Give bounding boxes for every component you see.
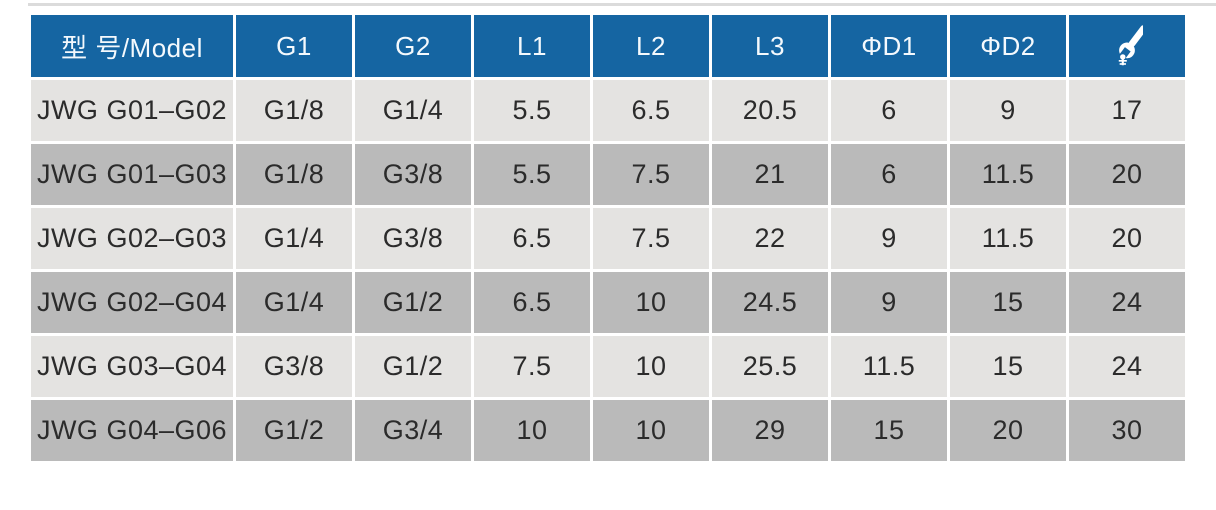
column-header-l3: L3: [712, 15, 828, 77]
cell-l2: 10: [593, 336, 709, 397]
cell-wrench-size: 17: [1069, 80, 1185, 141]
column-header-l1: L1: [474, 15, 590, 77]
cell-g2: G3/8: [355, 208, 471, 269]
cell-model: JWG G04–G06: [31, 400, 233, 461]
cell-l2: 10: [593, 400, 709, 461]
cell-l1: 5.5: [474, 80, 590, 141]
spec-table: 型 号/Model G1 G2 L1 L2 L3 ΦD1 ΦD2: [28, 12, 1188, 464]
cell-l3: 21: [712, 144, 828, 205]
header-row: 型 号/Model G1 G2 L1 L2 L3 ΦD1 ΦD2: [31, 15, 1185, 77]
cell-l2: 10: [593, 272, 709, 333]
cell-wrench-size: 20: [1069, 208, 1185, 269]
cell-l1: 6.5: [474, 272, 590, 333]
cell-d2: 9: [950, 80, 1066, 141]
column-header-d1: ΦD1: [831, 15, 947, 77]
cell-d2: 15: [950, 336, 1066, 397]
cell-wrench-size: 30: [1069, 400, 1185, 461]
cell-g2: G1/2: [355, 272, 471, 333]
cell-l3: 25.5: [712, 336, 828, 397]
column-header-model: 型 号/Model: [31, 15, 233, 77]
cell-g2: G1/2: [355, 336, 471, 397]
table-row: JWG G03–G04 G3/8 G1/2 7.5 10 25.5 11.5 1…: [31, 336, 1185, 397]
cell-l1: 6.5: [474, 208, 590, 269]
column-header-l2: L2: [593, 15, 709, 77]
table-row: JWG G02–G04 G1/4 G1/2 6.5 10 24.5 9 15 2…: [31, 272, 1185, 333]
cell-model: JWG G03–G04: [31, 336, 233, 397]
cell-g1: G1/4: [236, 208, 352, 269]
cell-d2: 11.5: [950, 144, 1066, 205]
cell-l2: 7.5: [593, 208, 709, 269]
cell-wrench-size: 24: [1069, 272, 1185, 333]
column-header-g1: G1: [236, 15, 352, 77]
cell-wrench-size: 24: [1069, 336, 1185, 397]
cell-l1: 5.5: [474, 144, 590, 205]
cell-g2: G3/8: [355, 144, 471, 205]
cell-d2: 15: [950, 272, 1066, 333]
cell-g1: G1/2: [236, 400, 352, 461]
cell-l2: 7.5: [593, 144, 709, 205]
cell-model: JWG G02–G03: [31, 208, 233, 269]
cell-g1: G1/4: [236, 272, 352, 333]
wrench-icon: [1069, 25, 1185, 67]
cell-g1: G1/8: [236, 144, 352, 205]
cell-g2: G1/4: [355, 80, 471, 141]
table-row: JWG G01–G02 G1/8 G1/4 5.5 6.5 20.5 6 9 1…: [31, 80, 1185, 141]
cell-g1: G3/8: [236, 336, 352, 397]
cell-d2: 11.5: [950, 208, 1066, 269]
cell-model: JWG G01–G03: [31, 144, 233, 205]
top-divider: [28, 3, 1216, 6]
column-header-g2: G2: [355, 15, 471, 77]
cell-l3: 20.5: [712, 80, 828, 141]
table-row: JWG G04–G06 G1/2 G3/4 10 10 29 15 20 30: [31, 400, 1185, 461]
column-header-wrench: [1069, 15, 1185, 77]
cell-l3: 29: [712, 400, 828, 461]
cell-model: JWG G01–G02: [31, 80, 233, 141]
cell-d1: 11.5: [831, 336, 947, 397]
cell-d1: 15: [831, 400, 947, 461]
cell-d1: 9: [831, 208, 947, 269]
cell-l3: 24.5: [712, 272, 828, 333]
cell-wrench-size: 20: [1069, 144, 1185, 205]
column-header-d2: ΦD2: [950, 15, 1066, 77]
cell-d2: 20: [950, 400, 1066, 461]
cell-g2: G3/4: [355, 400, 471, 461]
cell-l1: 7.5: [474, 336, 590, 397]
cell-d1: 9: [831, 272, 947, 333]
table-row: JWG G01–G03 G1/8 G3/8 5.5 7.5 21 6 11.5 …: [31, 144, 1185, 205]
table-row: JWG G02–G03 G1/4 G3/8 6.5 7.5 22 9 11.5 …: [31, 208, 1185, 269]
cell-d1: 6: [831, 80, 947, 141]
cell-model: JWG G02–G04: [31, 272, 233, 333]
cell-l1: 10: [474, 400, 590, 461]
cell-l2: 6.5: [593, 80, 709, 141]
cell-d1: 6: [831, 144, 947, 205]
cell-l3: 22: [712, 208, 828, 269]
cell-g1: G1/8: [236, 80, 352, 141]
